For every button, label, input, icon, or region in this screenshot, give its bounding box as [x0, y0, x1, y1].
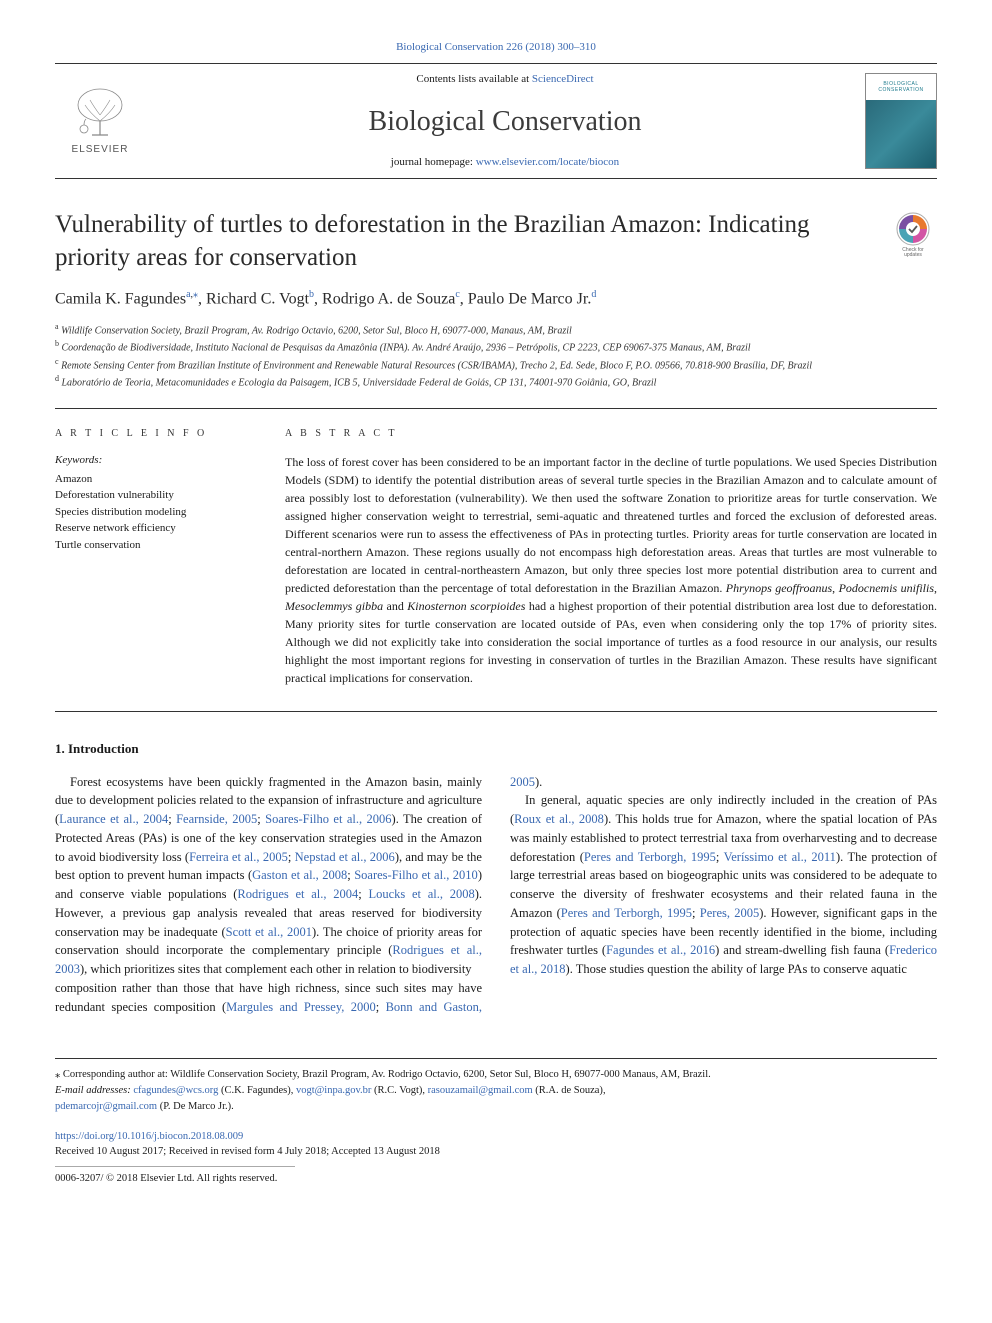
citation-link[interactable]: Soares-Filho et al., 2006: [265, 812, 391, 826]
elsevier-tree-icon: [70, 85, 130, 140]
intro-paragraph-2b: In general, aquatic species are only ind…: [510, 791, 937, 979]
citation-link[interactable]: Rodrigues et al., 2004: [237, 887, 358, 901]
divider: [55, 711, 937, 712]
author-affiliation-sup[interactable]: d: [591, 289, 596, 300]
citation-link[interactable]: Laurance et al., 2004: [59, 812, 168, 826]
email-addresses: E-mail addresses: cfagundes@wcs.org (C.K…: [55, 1083, 937, 1115]
homepage-line: journal homepage: www.elsevier.com/locat…: [145, 155, 865, 170]
author-affiliation-sup[interactable]: c: [455, 289, 459, 300]
issn-copyright: 0006-3207/ © 2018 Elsevier Ltd. All righ…: [55, 1171, 937, 1187]
intro-paragraph-1: Forest ecosystems have been quickly frag…: [55, 773, 482, 979]
citation-link[interactable]: Fearnside, 2005: [176, 812, 257, 826]
affiliations: a Wildlife Conservation Society, Brazil …: [55, 321, 937, 390]
article-info-label: A R T I C L E I N F O: [55, 427, 255, 441]
citation-link[interactable]: Ferreira et al., 2005: [189, 850, 288, 864]
citation-link[interactable]: Peres and Terborgh, 1995: [561, 906, 692, 920]
author: Richard C. Vogt: [206, 291, 309, 308]
citation-link[interactable]: Scott et al., 2001: [226, 925, 312, 939]
journal-homepage-link[interactable]: www.elsevier.com/locate/biocon: [476, 156, 619, 168]
email-link[interactable]: vogt@inpa.gov.br: [296, 1085, 371, 1096]
sciencedirect-link[interactable]: ScienceDirect: [532, 73, 594, 85]
authors-line: Camila K. Fagundesa,⁎, Richard C. Vogtb,…: [55, 288, 937, 311]
journal-cover-thumbnail: BIOLOGICAL CONSERVATION: [865, 73, 937, 169]
abstract-panel: A B S T R A C T The loss of forest cover…: [285, 427, 937, 687]
abstract-label: A B S T R A C T: [285, 427, 937, 441]
citation-link[interactable]: Gaston et al., 2008: [252, 868, 347, 882]
author: Paulo De Marco Jr.: [468, 291, 592, 308]
introduction-body: Forest ecosystems have been quickly frag…: [55, 773, 937, 1017]
elsevier-wordmark: ELSEVIER: [72, 143, 129, 157]
article-history: Received 10 August 2017; Received in rev…: [55, 1144, 937, 1160]
citation-link[interactable]: Soares-Filho et al., 2010: [354, 868, 478, 882]
citation-link[interactable]: Peres and Terborgh, 1995: [584, 850, 716, 864]
keyword: Amazon: [55, 471, 255, 488]
author: Rodrigo A. de Souza: [322, 291, 455, 308]
abstract-text: The loss of forest cover has been consid…: [285, 453, 937, 687]
affiliation: c Remote Sensing Center from Brazilian I…: [55, 356, 937, 373]
citation-link[interactable]: Peres, 2005: [700, 906, 759, 920]
citation-link[interactable]: Rodrigues et al., 2003: [55, 943, 482, 976]
citation-link[interactable]: Margules and Pressey, 2000: [226, 1000, 376, 1014]
corresponding-marker: ,⁎: [191, 289, 199, 300]
elsevier-logo: ELSEVIER: [55, 76, 145, 166]
citation-link[interactable]: Veríssimo et al., 2011: [724, 850, 836, 864]
running-header-link[interactable]: Biological Conservation 226 (2018) 300–3…: [396, 41, 596, 53]
citation-link[interactable]: Nepstad et al., 2006: [295, 850, 395, 864]
affiliation: b Coordenação de Biodiversidade, Institu…: [55, 338, 937, 355]
keyword: Deforestation vulnerability: [55, 487, 255, 504]
keyword: Species distribution modeling: [55, 504, 255, 521]
bottom-metadata: https://doi.org/10.1016/j.biocon.2018.08…: [55, 1129, 937, 1187]
svg-text:updates: updates: [904, 252, 922, 257]
masthead: ELSEVIER Contents lists available at Sci…: [55, 63, 937, 179]
article-title: Vulnerability of turtles to deforestatio…: [55, 209, 889, 274]
citation-link[interactable]: Frederico et al., 2018: [510, 943, 937, 976]
keyword: Turtle conservation: [55, 537, 255, 554]
footnotes: ⁎ Corresponding author at: Wildlife Cons…: [55, 1058, 937, 1114]
corresponding-author-note: ⁎ Corresponding author at: Wildlife Cons…: [55, 1067, 937, 1083]
keywords-label: Keywords:: [55, 453, 255, 468]
journal-cover-image: [866, 100, 936, 169]
email-link[interactable]: rasouzamail@gmail.com: [428, 1085, 533, 1096]
check-updates-badge[interactable]: Check for updates: [889, 209, 937, 257]
email-link[interactable]: pdemarcojr@gmail.com: [55, 1101, 157, 1112]
contents-available-line: Contents lists available at ScienceDirec…: [145, 72, 865, 87]
keyword: Reserve network efficiency: [55, 520, 255, 537]
citation-link[interactable]: Fagundes et al., 2016: [606, 943, 715, 957]
running-header: Biological Conservation 226 (2018) 300–3…: [55, 40, 937, 55]
journal-cover-title: BIOLOGICAL CONSERVATION: [866, 74, 936, 100]
divider-thin: [55, 1166, 295, 1167]
journal-name: Biological Conservation: [145, 102, 865, 141]
affiliation: a Wildlife Conservation Society, Brazil …: [55, 321, 937, 338]
author-affiliation-sup[interactable]: b: [309, 289, 314, 300]
author: Camila K. Fagundes: [55, 291, 186, 308]
affiliation: d Laboratório de Teoria, Metacomunidades…: [55, 373, 937, 390]
doi-link[interactable]: https://doi.org/10.1016/j.biocon.2018.08…: [55, 1131, 243, 1142]
masthead-center: Contents lists available at ScienceDirec…: [145, 72, 865, 170]
article-info-panel: A R T I C L E I N F O Keywords: AmazonDe…: [55, 427, 255, 687]
email-link[interactable]: cfagundes@wcs.org: [133, 1085, 218, 1096]
section-heading-introduction: 1. Introduction: [55, 740, 937, 758]
keywords-list: AmazonDeforestation vulnerabilitySpecies…: [55, 471, 255, 554]
citation-link[interactable]: Roux et al., 2008: [514, 812, 604, 826]
citation-link[interactable]: Loucks et al., 2008: [368, 887, 474, 901]
